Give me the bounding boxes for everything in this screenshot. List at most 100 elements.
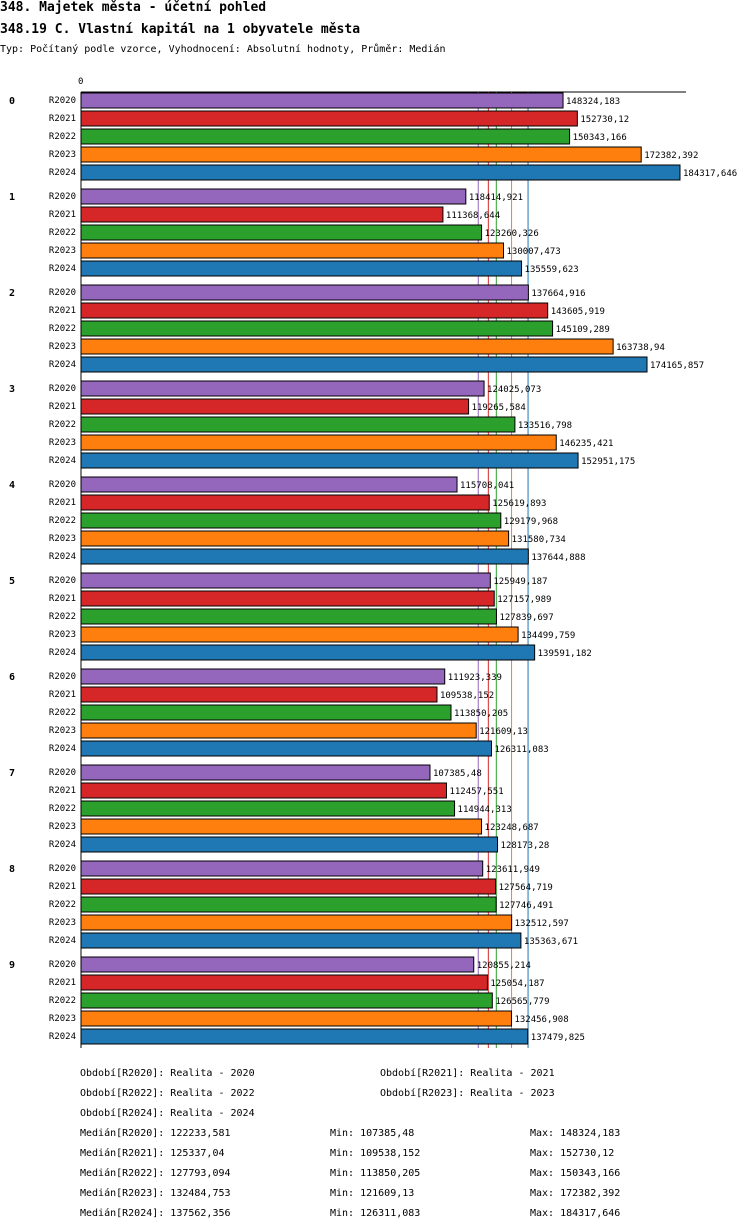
data-label: 145109,289 (556, 325, 610, 335)
data-label: 121609,13 (479, 727, 528, 737)
series-label: R2022 (49, 612, 76, 622)
series-label: R2020 (49, 864, 76, 874)
bar-r2024-9 (80, 1028, 529, 1045)
series-label: R2024 (49, 840, 76, 850)
data-label: 107385,48 (433, 769, 482, 779)
data-label: 135363,671 (524, 937, 578, 947)
series-label: R2024 (49, 648, 76, 658)
bar-r2023-1 (80, 242, 505, 259)
data-label: 127746,491 (499, 901, 553, 911)
data-label: 123611,949 (486, 865, 540, 875)
series-label: R2024 (49, 1032, 76, 1042)
stat-min-r2021: Min: 109538,152 (330, 1148, 421, 1159)
group-label-0: 0 (9, 96, 15, 107)
bar-r2020-6 (80, 668, 446, 685)
data-label: 137644,888 (531, 553, 585, 563)
bar-r2023-5 (80, 626, 519, 643)
series-label: R2023 (49, 342, 76, 352)
series-label: R2024 (49, 744, 76, 754)
stat-max-r2020: Max: 148324,183 (530, 1128, 621, 1139)
data-label: 148324,183 (566, 97, 620, 107)
data-label: 137479,825 (531, 1033, 585, 1043)
series-label: R2024 (49, 360, 76, 370)
bar-r2024-2 (80, 356, 648, 373)
data-label: 114944,313 (458, 805, 512, 815)
bar-r2024-4 (80, 548, 529, 565)
data-label: 125054,187 (490, 979, 544, 989)
stat-max-r2023: Max: 172382,392 (530, 1188, 621, 1199)
bar-r2020-4 (80, 476, 458, 493)
stat-min-r2024: Min: 126311,083 (330, 1208, 421, 1219)
group-label-5: 5 (9, 576, 15, 587)
series-label: R2023 (49, 246, 76, 256)
bar-r2023-7 (80, 818, 483, 835)
series-label: R2022 (49, 228, 76, 238)
series-label: R2024 (49, 552, 76, 562)
series-label: R2022 (49, 132, 76, 142)
series-label: R2022 (49, 324, 76, 334)
data-label: 127564,719 (499, 883, 553, 893)
bar-r2023-0 (80, 146, 642, 163)
bar-r2024-7 (80, 836, 499, 853)
data-label: 143605,919 (551, 307, 605, 317)
data-label: 139591,182 (538, 649, 592, 659)
legend-period-r2021: Období[R2021]: Realita - 2021 (380, 1068, 555, 1079)
series-label: R2021 (49, 498, 76, 508)
data-label: 119265,584 (472, 403, 526, 413)
data-label: 150343,166 (573, 133, 627, 143)
bar-r2020-1 (80, 188, 467, 205)
data-label: 163738,94 (616, 343, 665, 353)
series-label: R2021 (49, 978, 76, 988)
bar-r2024-1 (80, 260, 523, 277)
data-label: 132456,908 (514, 1015, 568, 1025)
series-label: R2023 (49, 822, 76, 832)
data-label: 113850,205 (454, 709, 508, 719)
stat-min-r2020: Min: 107385,48 (330, 1128, 415, 1139)
data-label: 125619,893 (492, 499, 546, 509)
data-label: 135559,623 (525, 265, 579, 275)
data-label: 133516,798 (518, 421, 572, 431)
series-label: R2021 (49, 690, 76, 700)
data-label: 137664,916 (531, 289, 585, 299)
data-label: 127157,989 (497, 595, 551, 605)
series-label: R2023 (49, 726, 76, 736)
data-label: 123248,687 (485, 823, 539, 833)
bar-r2021-3 (80, 398, 470, 415)
data-label: 124025,073 (487, 385, 541, 395)
data-label: 132512,597 (515, 919, 569, 929)
bar-r2021-7 (80, 782, 447, 799)
data-label: 109538,152 (440, 691, 494, 701)
series-label: R2020 (49, 192, 76, 202)
group-label-4: 4 (9, 480, 15, 491)
series-label: R2022 (49, 420, 76, 430)
bar-r2020-2 (80, 284, 529, 301)
data-label: 112457,551 (449, 787, 503, 797)
data-label: 172382,392 (644, 151, 698, 161)
stat-median-r2021: Medián[R2021]: 125337,04 (80, 1148, 225, 1159)
bar-r2020-0 (80, 92, 564, 109)
data-label: 111368,644 (446, 211, 500, 221)
data-label: 126311,083 (494, 745, 548, 755)
bar-r2022-6 (80, 704, 452, 721)
group-label-6: 6 (9, 672, 15, 683)
series-label: R2021 (49, 882, 76, 892)
legend-period-r2023: Období[R2023]: Realita - 2023 (380, 1088, 555, 1099)
stat-median-r2023: Medián[R2023]: 132484,753 (80, 1188, 231, 1199)
bar-r2021-2 (80, 302, 549, 319)
series-label: R2024 (49, 456, 76, 466)
data-label: 115708,041 (460, 481, 514, 491)
bar-r2023-4 (80, 530, 510, 547)
series-label: R2021 (49, 786, 76, 796)
data-label: 128173,28 (501, 841, 550, 851)
series-label: R2020 (49, 576, 76, 586)
bar-r2024-8 (80, 932, 522, 949)
bar-r2024-5 (80, 644, 536, 661)
data-label: 129179,968 (504, 517, 558, 527)
axis-zero-label: 0 (78, 77, 83, 87)
series-label: R2022 (49, 804, 76, 814)
bar-r2021-0 (80, 110, 578, 127)
bar-r2020-8 (80, 860, 484, 877)
bar-r2024-3 (80, 452, 579, 469)
series-label: R2024 (49, 168, 76, 178)
data-label: 118414,921 (469, 193, 523, 203)
